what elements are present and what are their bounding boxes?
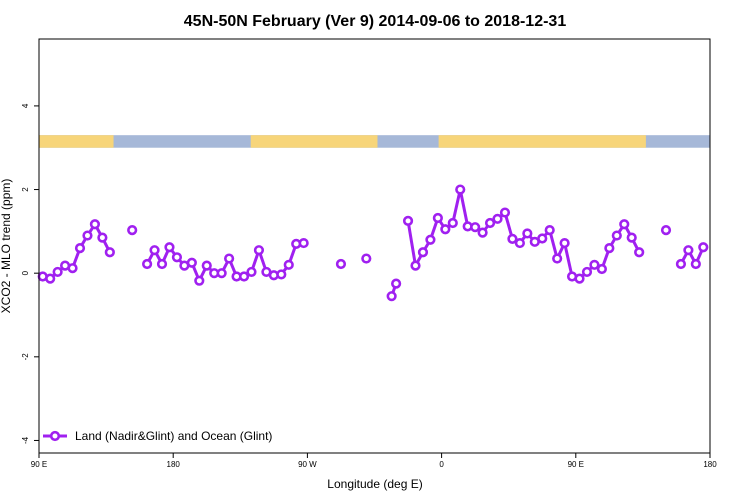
data-point bbox=[499, 207, 511, 218]
data-point bbox=[619, 219, 630, 230]
data-point bbox=[201, 260, 212, 271]
data-point bbox=[104, 247, 115, 258]
data-point bbox=[589, 259, 600, 270]
data-point bbox=[683, 245, 694, 256]
land-ocean-strip bbox=[39, 135, 710, 148]
data-point bbox=[89, 219, 101, 230]
data-point bbox=[581, 266, 593, 278]
data-point bbox=[171, 252, 183, 263]
data-point bbox=[559, 237, 570, 249]
data-point bbox=[391, 278, 402, 289]
data-point bbox=[246, 266, 257, 278]
data-point bbox=[470, 222, 481, 233]
x-axis-label: Longitude (deg E) bbox=[327, 477, 422, 491]
data-point bbox=[537, 233, 548, 244]
data-point bbox=[164, 242, 175, 253]
data-point bbox=[690, 258, 701, 270]
land-band bbox=[250, 135, 378, 148]
data-point bbox=[361, 253, 372, 264]
legend-marker bbox=[49, 430, 61, 442]
data-point bbox=[149, 245, 160, 256]
data-point bbox=[484, 217, 496, 229]
data-point bbox=[596, 263, 607, 275]
data-point bbox=[447, 217, 458, 229]
data-point bbox=[477, 227, 488, 238]
legend-label: Land (Nadir&Glint) and Ocean (Glint) bbox=[75, 429, 272, 443]
series-line bbox=[679, 246, 705, 266]
data-point bbox=[142, 258, 153, 270]
y-tick-label: -2 bbox=[21, 353, 30, 361]
x-axis: 90 E 180 90 W 0 90 E 180 bbox=[31, 453, 717, 469]
data-point bbox=[253, 245, 265, 256]
data-point bbox=[74, 242, 86, 254]
data-point bbox=[335, 258, 347, 270]
data-point bbox=[544, 225, 555, 236]
data-point bbox=[634, 247, 645, 258]
y-tick-label: 4 bbox=[21, 103, 30, 108]
y-tick-label: -4 bbox=[21, 436, 30, 444]
data-point bbox=[660, 225, 672, 236]
data-point bbox=[186, 257, 197, 268]
data-point bbox=[224, 253, 235, 264]
data-point bbox=[626, 232, 637, 243]
data-point bbox=[194, 275, 205, 286]
legend: Land (Nadir&Glint) and Ocean (Glint) bbox=[43, 429, 272, 443]
data-point bbox=[156, 258, 168, 270]
chart-title: 45N-50N February (Ver 9) 2014-09-06 to 2… bbox=[184, 13, 567, 30]
land-band bbox=[39, 135, 114, 148]
y-tick-label: 2 bbox=[21, 187, 30, 192]
data-point bbox=[216, 268, 227, 279]
data-point bbox=[45, 273, 56, 284]
data-point bbox=[283, 259, 294, 270]
data-point bbox=[552, 253, 563, 264]
data-point bbox=[127, 225, 138, 236]
data-point bbox=[82, 230, 93, 241]
x-tick-label: 180 bbox=[703, 460, 717, 469]
x-tick-label: 90 E bbox=[568, 460, 584, 469]
data-point bbox=[611, 230, 622, 241]
x-tick-label: 90 E bbox=[31, 460, 47, 469]
data-point bbox=[522, 228, 533, 239]
data-point bbox=[455, 184, 466, 195]
data-point bbox=[298, 237, 309, 249]
y-axis-label: XCO2 - MLO trend (ppm) bbox=[0, 179, 13, 314]
data-point bbox=[604, 242, 615, 254]
data-point bbox=[67, 263, 78, 274]
x-tick-label: 180 bbox=[167, 460, 181, 469]
data-point bbox=[514, 237, 525, 249]
x-tick-label: 0 bbox=[439, 460, 444, 469]
land-band bbox=[438, 135, 646, 148]
data-point bbox=[492, 213, 503, 224]
data-point bbox=[52, 266, 63, 278]
plot-frame bbox=[38, 38, 711, 454]
data-point bbox=[574, 273, 585, 284]
y-axis: -4 -2 0 2 4 bbox=[21, 103, 39, 444]
data-point bbox=[238, 271, 250, 282]
y-tick-label: 0 bbox=[21, 270, 30, 275]
data-point bbox=[402, 215, 414, 227]
data-point bbox=[410, 260, 421, 271]
data-point bbox=[440, 224, 451, 235]
data-point bbox=[432, 212, 443, 224]
data-point bbox=[698, 242, 709, 253]
data-point bbox=[675, 258, 687, 270]
data-point bbox=[507, 233, 518, 244]
series-layer bbox=[37, 184, 709, 302]
data-point bbox=[276, 269, 287, 280]
data-point bbox=[97, 232, 108, 243]
x-tick-label: 90 W bbox=[298, 460, 317, 469]
data-point bbox=[417, 247, 429, 258]
data-point bbox=[425, 234, 436, 245]
data-point bbox=[386, 291, 397, 302]
